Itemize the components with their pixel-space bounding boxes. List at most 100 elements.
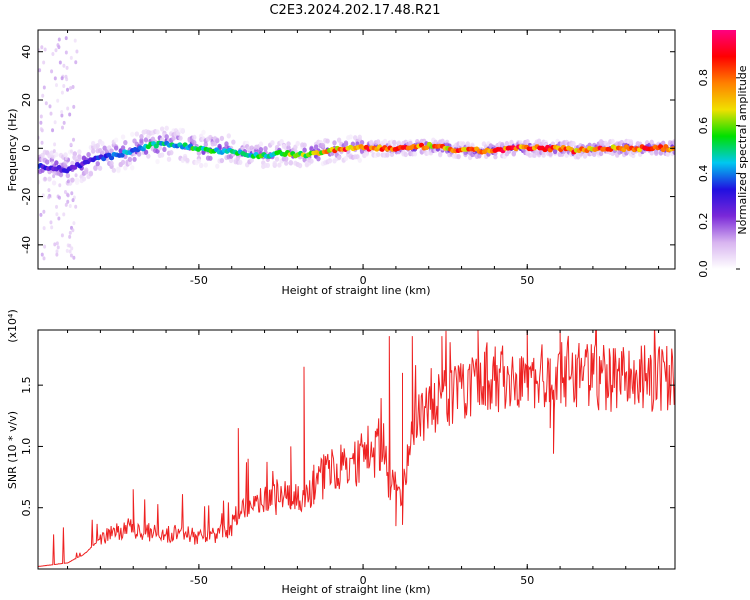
spectrogram-cell-halo: [143, 149, 149, 155]
spectrogram-cell-noise: [64, 50, 68, 55]
x-tick-label: 0: [360, 274, 367, 287]
spectrogram-cell-noise: [70, 246, 74, 251]
spectrogram-cell-noise: [55, 252, 59, 257]
spectrogram-cell-noise: [51, 155, 55, 160]
spectrogram-cell-halo: [77, 155, 82, 162]
spectrogram-cell-halo: [100, 150, 105, 156]
spectrogram-cell-halo: [258, 147, 264, 153]
spectrogram-cell-noise: [64, 36, 68, 41]
spectrogram-cell-halo: [113, 137, 119, 143]
spectrogram-cell-noise: [54, 48, 58, 53]
spectrogram-cell-halo: [274, 156, 280, 162]
spectrogram-cell-halo: [525, 139, 530, 145]
spectrogram-cell-halo: [277, 162, 282, 168]
y-tick-label: 40: [20, 45, 33, 59]
spectrogram-cell-noise: [39, 212, 43, 217]
spectrogram-cell-noise: [47, 188, 51, 193]
spectrogram-cell-noise: [49, 111, 53, 116]
spectrogram-cell-noise: [68, 243, 72, 248]
spectrogram-cell-noise: [39, 127, 43, 132]
spectrogram-cell-halo: [169, 150, 174, 156]
spectrogram-cell-noise: [55, 204, 59, 209]
spectrogram-cell-noise: [39, 120, 43, 125]
spectrogram-cell-noise: [56, 43, 60, 48]
spectrogram-cell-halo: [155, 158, 160, 165]
spectrogram-cell-noise: [72, 137, 76, 142]
spectrogram-ticks: -50 0 50 -40 -20 0 20 40: [20, 30, 675, 287]
spectrogram-cell-halo: [185, 157, 190, 163]
spectrogram-cell-halo: [265, 162, 271, 168]
spectrogram-cell-halo: [403, 151, 408, 158]
spectrogram-cell-noise: [62, 120, 66, 125]
spectrogram-cell-noise: [49, 220, 53, 225]
spectrogram-cell-halo: [159, 137, 165, 143]
spectrogram-cell-halo: [332, 140, 337, 146]
spectrogram-cell-noise: [60, 113, 64, 118]
spectrogram-panel: -50 0 50 -40 -20 0 20 40 Height of straight lin…: [6, 29, 676, 297]
colorbar-tick-label: 0.6: [697, 117, 710, 135]
spectrogram-cell-halo: [385, 152, 390, 158]
spectrogram-cell-halo: [95, 161, 100, 167]
x-tick-label: -50: [190, 274, 208, 287]
spectrogram-cell-halo: [155, 129, 160, 135]
spectrogram-cell-halo: [665, 151, 670, 157]
spectrogram-cell-noise: [60, 125, 64, 130]
spectrogram-cell-noise: [72, 104, 76, 109]
spectrogram-cell-noise: [57, 37, 61, 42]
spectrogram-cell-noise: [72, 255, 76, 260]
spectrogram-cell-halo: [109, 160, 114, 166]
spectrogram-cell-halo: [134, 131, 140, 137]
spectrogram-cell-halo: [120, 134, 126, 140]
spectrogram-cell-halo: [130, 165, 135, 171]
spectrogram-cell-noise: [68, 249, 72, 254]
spectrogram-cell: [108, 155, 115, 161]
spectrogram-cell-halo: [293, 144, 298, 150]
colorbar-tick-label: 0.8: [697, 69, 710, 87]
spectrogram-cell-noise: [64, 202, 68, 207]
spectrogram-cell-halo: [412, 151, 418, 157]
spectrogram-cell-halo: [38, 179, 41, 185]
spectrogram-cell: [119, 152, 125, 158]
spectrogram-cell-halo: [88, 170, 94, 176]
spectrogram-cell-halo: [352, 135, 358, 141]
spectrogram-cell-halo: [279, 138, 284, 145]
spectrogram-cell-noise: [66, 87, 70, 92]
spectrogram-cell-halo: [396, 140, 402, 146]
spectrogram-cell-noise: [60, 90, 64, 95]
spectrogram-cell-halo: [180, 127, 186, 134]
spectrogram-cell-halo: [162, 146, 167, 153]
x-tick-label: -50: [190, 574, 208, 587]
spectrogram-cell-noise: [60, 76, 64, 81]
spectrogram-cell-halo: [610, 138, 615, 144]
spectrogram-cell-halo: [238, 159, 243, 165]
snr-y-scale-label: (x10⁴): [6, 309, 19, 343]
spectrogram-cell-halo: [465, 141, 471, 147]
spectrogram-cell-halo: [166, 156, 172, 162]
spectrogram-cell-noise: [72, 221, 76, 226]
spectrogram-cell-noise: [51, 51, 55, 56]
spectrogram-cell-halo: [217, 143, 222, 150]
spectrogram-cell-halo: [364, 151, 369, 157]
spectrogram-cell-halo: [63, 152, 68, 158]
spectrogram-cell-halo: [325, 138, 330, 144]
spectrogram-cell-noise: [42, 209, 46, 214]
spectrogram-cell-noise: [68, 204, 72, 209]
spectrogram-cell-noise: [47, 195, 51, 200]
spectrogram-cell-halo: [120, 145, 126, 151]
spectrogram-cell-halo: [375, 151, 381, 158]
spectrogram-cell-halo: [375, 139, 381, 145]
spectrogram-cell-halo: [336, 155, 342, 161]
spectrogram-cell-halo: [270, 140, 275, 146]
spectrogram-cell-halo: [357, 134, 362, 140]
spectrogram-cell-noise: [41, 93, 45, 98]
spectrogram-cell-noise: [74, 173, 78, 178]
spectrogram-cell-noise: [73, 38, 77, 43]
spectrogram-cell-halo: [132, 156, 137, 162]
colorbar-tick-label: 0.0: [697, 260, 710, 278]
spectrogram-cell-noise: [71, 228, 75, 233]
spectrogram-cell-noise: [69, 142, 73, 147]
spectrogram-cell-halo: [196, 158, 202, 164]
spectrogram-cell-noise: [58, 183, 62, 188]
spectrogram-cell-halo: [286, 141, 291, 147]
spectrogram-cell-halo: [203, 162, 208, 168]
